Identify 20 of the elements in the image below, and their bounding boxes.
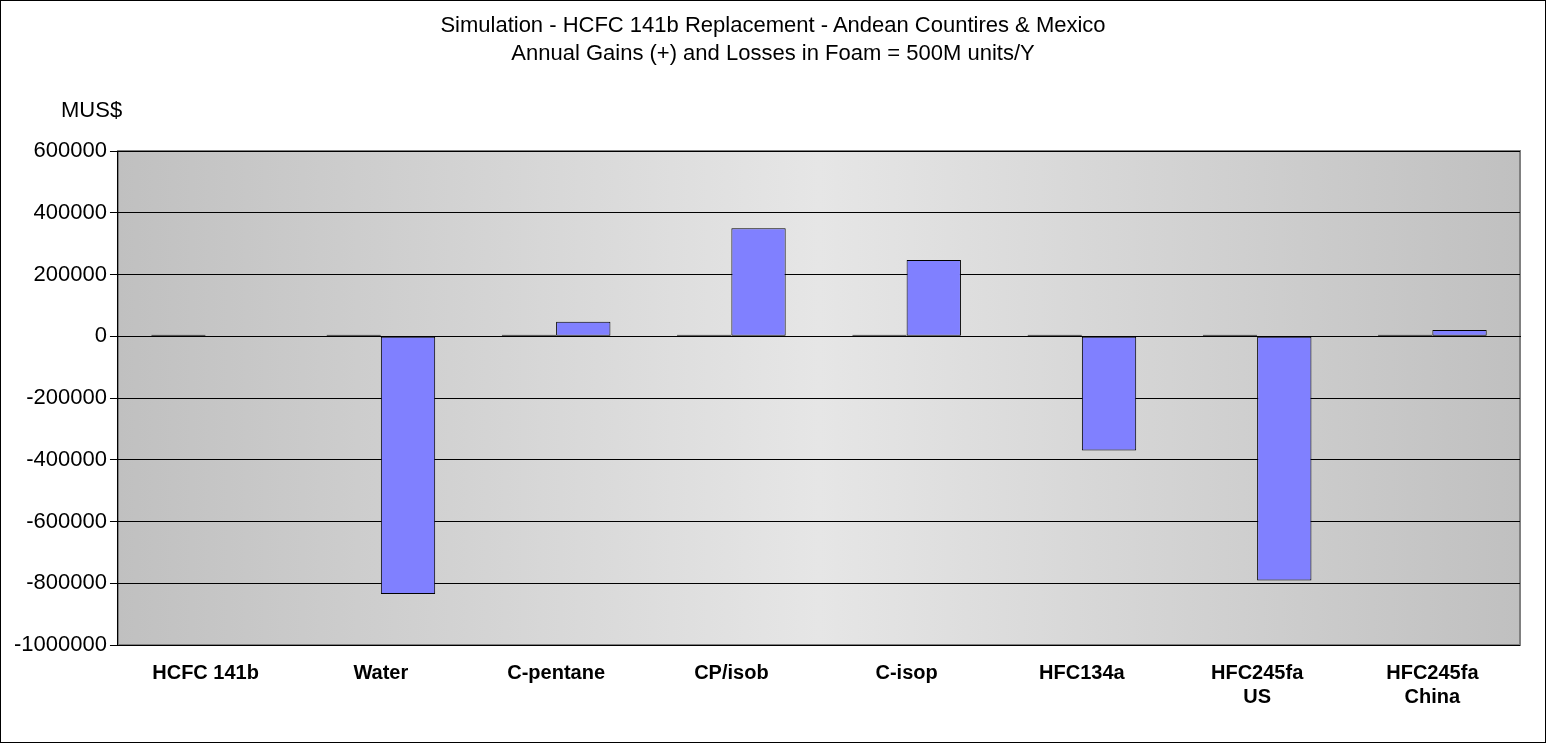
x-tick-label: C-pentane [507,660,606,683]
x-tick-label: Water [353,660,409,683]
x-tick-label: HFC245fa China [1386,660,1480,707]
y-tick-label: -800000 [26,569,107,595]
y-tick-label: -400000 [26,445,107,471]
x-tick-label: CP/isob [694,660,769,683]
y-axis-title: MUS$ [61,97,123,123]
y-tick-label: 400000 [33,198,107,224]
chart-subtitle: Annual Gains (+) and Losses in Foam = 500M units/Y [510,39,1036,67]
y-tick-label: 0 [94,322,107,348]
chart-title: Simulation - HCFC 141b Replacement - Andean Countires & Mexico [439,11,1107,39]
x-tick-label: C-isop [875,660,938,683]
y-tick-label: 600000 [33,137,107,163]
x-tick-label: HFC245fa US [1210,660,1305,707]
y-tick-label: -600000 [26,507,107,533]
x-tick-label: HFC134a [1039,660,1126,683]
y-tick-label: -1000000 [13,631,107,657]
x-tick-label: HCFC 141b [152,660,259,683]
y-tick-label: -200000 [26,384,107,410]
y-tick-label: 200000 [33,260,107,286]
